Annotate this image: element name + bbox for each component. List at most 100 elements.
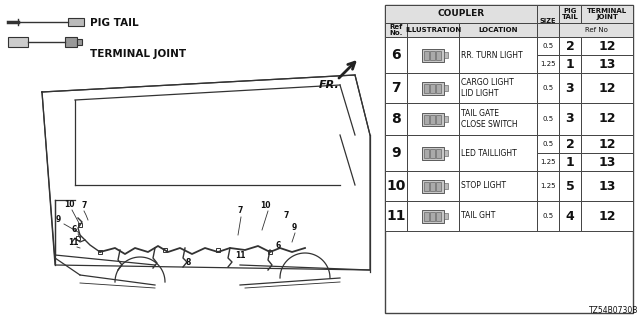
Bar [559,55,581,73]
Bar [385,73,407,103]
Bar [559,201,581,231]
Text: 8: 8 [185,258,190,267]
Bar [436,51,441,60]
Text: 2: 2 [566,39,574,52]
Bar [430,115,435,124]
Text: 10: 10 [64,200,74,209]
Bar [559,23,633,37]
Bar [459,23,537,37]
Text: 2: 2 [566,138,574,150]
Text: 8: 8 [391,112,401,126]
Bar [424,115,429,124]
Text: PIG
TAIL: PIG TAIL [562,8,579,20]
Bar [422,82,444,94]
Text: Ref No: Ref No [584,27,607,33]
Text: 1.25: 1.25 [540,61,556,67]
Bar [68,18,84,26]
Bar [581,135,633,153]
Text: 6: 6 [275,241,280,250]
Bar [385,37,407,73]
Bar [537,23,559,37]
Text: 9: 9 [56,215,61,224]
Text: 5: 5 [566,180,574,193]
Bar [436,115,441,124]
Text: 7: 7 [283,211,289,220]
Bar [268,250,272,254]
Bar [581,5,633,23]
Text: CARGO LIGHT
LID LIGHT: CARGO LIGHT LID LIGHT [461,78,514,98]
Bar [444,183,448,189]
Bar [78,223,82,227]
Text: 11: 11 [387,209,406,223]
Text: 12: 12 [598,82,616,94]
Text: 7: 7 [238,206,243,215]
Bar [559,103,581,135]
Bar [422,180,444,193]
Bar [459,171,537,201]
Text: 10: 10 [260,201,271,210]
Bar [422,147,444,159]
Text: FR.: FR. [319,80,340,90]
Bar [65,37,77,47]
Bar [424,51,429,60]
Text: 6: 6 [391,48,401,62]
Text: RR. TURN LIGHT: RR. TURN LIGHT [461,51,523,60]
Text: 0.5: 0.5 [543,141,554,147]
Bar [407,37,459,73]
Text: STOP LIGHT: STOP LIGHT [461,181,506,190]
Text: TAIL GATE
CLOSE SWITCH: TAIL GATE CLOSE SWITCH [461,109,518,129]
Text: 0.5: 0.5 [543,116,554,122]
Bar [385,5,537,23]
Text: LED TAILLIGHT: LED TAILLIGHT [461,148,516,157]
Text: PIG TAIL: PIG TAIL [90,18,139,28]
Text: 12: 12 [598,113,616,125]
Text: 10: 10 [387,179,406,193]
Bar [436,181,441,190]
Bar [581,73,633,103]
Bar [430,148,435,157]
Bar [559,171,581,201]
Text: TAIL GHT: TAIL GHT [461,212,495,220]
Bar [430,212,435,220]
Bar [407,73,459,103]
Bar [424,84,429,92]
Text: 1: 1 [566,58,574,70]
Bar [537,73,559,103]
Bar [424,148,429,157]
Text: 3: 3 [566,113,574,125]
Text: TERMINAL JOINT: TERMINAL JOINT [90,49,186,59]
Text: 9: 9 [391,146,401,160]
Bar [77,39,82,45]
Text: 4: 4 [566,210,574,222]
Bar [459,201,537,231]
Bar [559,153,581,171]
Text: 7: 7 [82,201,88,210]
Text: 12: 12 [598,210,616,222]
Bar [581,153,633,171]
Text: Ref
No.: Ref No. [389,24,403,36]
Text: 11: 11 [68,238,79,247]
Text: 1.25: 1.25 [540,159,556,165]
Bar [76,236,80,240]
Bar [385,201,407,231]
Bar [407,201,459,231]
Bar [407,135,459,171]
Bar [430,181,435,190]
Bar [459,103,537,135]
Bar [163,248,167,252]
Bar [407,171,459,201]
Text: 1: 1 [566,156,574,169]
Bar [444,116,448,122]
Bar [385,5,633,313]
Bar [581,37,633,55]
Text: 0.5: 0.5 [543,213,554,219]
Text: 12: 12 [598,138,616,150]
Bar [385,23,407,37]
Bar [424,212,429,220]
Bar [537,135,559,153]
Bar [424,181,429,190]
Text: 13: 13 [598,58,616,70]
Bar [537,201,559,231]
Text: ILLUSTRATION: ILLUSTRATION [405,27,461,33]
Text: 7: 7 [391,81,401,95]
